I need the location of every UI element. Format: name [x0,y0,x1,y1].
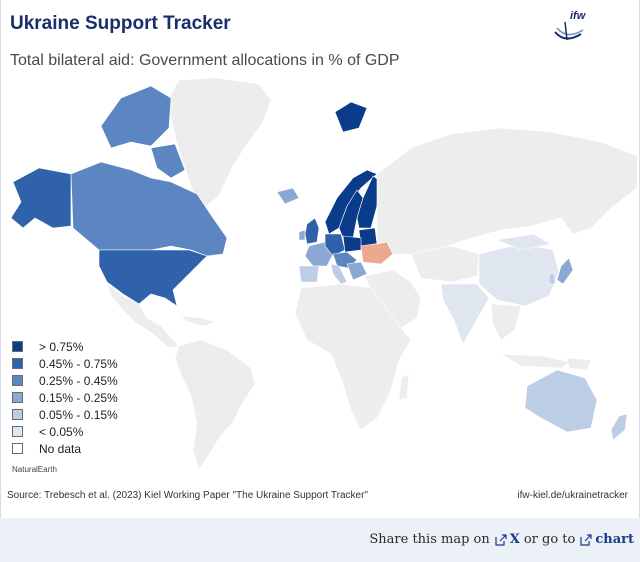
region-africa [294,283,412,431]
legend-item: 0.25% - 0.45% [12,372,118,389]
legend-label: 0.15% - 0.25% [39,390,118,405]
legend-swatch [12,341,23,352]
country-russia [376,127,638,255]
country-svalbard [334,101,368,133]
logo-text: ifw [570,10,586,22]
legend-swatch [12,392,23,403]
share-bar: Share this map on X or go to chart [0,518,640,562]
country-south-america [174,339,256,471]
legend-item: No data [12,440,118,457]
ifw-logo-icon [554,21,584,41]
region-southeast-asia [490,303,522,341]
chart-link-label: chart [595,532,634,547]
legend-swatch [12,426,23,437]
country-spain-portugal [298,265,320,283]
legend-item: > 0.75% [12,338,118,355]
map-credit: NaturalEarth [12,465,57,474]
country-poland [342,235,362,253]
share-middle: or go to [523,532,576,547]
legend-swatch [12,375,23,386]
legend-label: < 0.05% [39,424,84,439]
legend-swatch [12,443,23,454]
country-uk [304,217,320,245]
country-japan [556,257,574,285]
country-indonesia [500,353,572,369]
country-south-korea [548,273,556,285]
legend-label: No data [39,441,82,456]
legend-swatch [12,409,23,420]
legend-item: < 0.05% [12,423,118,440]
source-url[interactable]: ifw-kiel.de/ukrainetracker [517,490,628,501]
country-new-zealand [610,413,628,441]
country-canada-islands-2 [150,143,186,179]
share-x-link[interactable]: X [490,532,520,547]
country-greenland [168,78,272,207]
country-australia [524,369,598,433]
country-india [440,283,490,345]
share-line: Share this map on X or go to chart [369,532,634,547]
chart-link[interactable]: chart [575,532,634,547]
country-papua-new-guinea [566,357,592,371]
region-central-asia [410,245,480,283]
country-ukraine [360,241,394,265]
country-ireland [298,229,306,241]
legend-label: 0.45% - 0.75% [39,356,118,371]
legend-item: 0.05% - 0.15% [12,406,118,423]
legend-item: 0.45% - 0.75% [12,355,118,372]
map-subtitle: Total bilateral aid: Government allocati… [10,52,400,69]
source-note: Source: Trebesch et al. (2023) Kiel Work… [7,490,368,501]
country-baltics [358,227,378,247]
country-alaska-usa [10,167,72,229]
map-card: Ukraine Support Tracker Total bilateral … [0,0,640,518]
country-norway [324,169,378,235]
country-iceland [276,187,300,205]
legend-label: > 0.75% [39,339,84,354]
country-mongolia [495,233,552,251]
share-prefix: Share this map on [369,532,490,547]
legend-item: 0.15% - 0.25% [12,389,118,406]
legend-label: 0.05% - 0.15% [39,407,118,422]
external-link-icon [580,533,592,546]
country-madagascar [398,373,410,401]
region-caribbean [180,315,216,327]
map-legend: > 0.75% 0.45% - 0.75% 0.25% - 0.45% 0.15% -… [12,338,118,457]
country-italy [330,263,348,285]
country-canada-islands [100,85,172,149]
share-x-label: X [509,532,520,547]
external-link-icon [495,533,507,546]
map-title: Ukraine Support Tracker [10,13,231,34]
country-finland [356,175,380,229]
legend-swatch [12,358,23,369]
legend-label: 0.25% - 0.45% [39,373,118,388]
country-china [478,243,560,307]
region-balkans [346,261,368,281]
world-map [10,78,638,471]
country-usa [98,249,208,307]
